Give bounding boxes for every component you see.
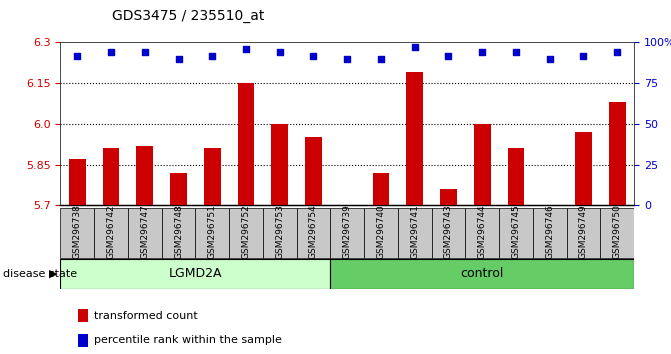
Point	[342, 56, 353, 62]
Text: percentile rank within the sample: percentile rank within the sample	[94, 335, 282, 346]
Bar	[162, 207, 195, 258]
Bar	[136, 145, 153, 205]
Point	[140, 50, 150, 55]
Bar	[499, 207, 533, 258]
Text: GSM296742: GSM296742	[107, 204, 115, 259]
Text: GSM296754: GSM296754	[309, 204, 318, 259]
Point	[72, 53, 83, 58]
Bar	[575, 132, 592, 205]
Bar	[69, 159, 86, 205]
Point	[578, 53, 589, 58]
Text: GSM296752: GSM296752	[242, 204, 250, 259]
Bar	[271, 124, 288, 205]
Bar	[601, 207, 634, 258]
Bar	[103, 148, 119, 205]
Text: GSM296741: GSM296741	[410, 204, 419, 259]
Point	[612, 50, 623, 55]
Text: GSM296743: GSM296743	[444, 204, 453, 259]
Bar	[364, 207, 398, 258]
Bar	[407, 72, 423, 205]
Bar	[94, 207, 128, 258]
Bar	[440, 189, 457, 205]
Point	[207, 53, 217, 58]
Text: control: control	[460, 268, 504, 280]
Bar	[474, 124, 491, 205]
Text: GSM296751: GSM296751	[208, 204, 217, 259]
Bar	[238, 83, 254, 205]
Bar	[195, 207, 229, 258]
Bar	[305, 137, 322, 205]
Text: GSM296746: GSM296746	[546, 204, 554, 259]
Bar	[533, 207, 566, 258]
Point	[544, 56, 555, 62]
Bar	[297, 207, 330, 258]
Text: GSM296750: GSM296750	[613, 204, 622, 259]
Bar	[330, 207, 364, 258]
Bar	[128, 207, 162, 258]
Bar	[170, 173, 187, 205]
Text: GSM296753: GSM296753	[275, 204, 285, 259]
Bar	[60, 207, 94, 258]
Point	[409, 45, 420, 50]
Bar	[204, 148, 221, 205]
Bar	[60, 259, 330, 289]
Bar	[431, 207, 466, 258]
Bar	[263, 207, 297, 258]
Bar	[78, 334, 88, 347]
Point	[376, 56, 386, 62]
Bar	[330, 259, 634, 289]
Bar	[229, 207, 263, 258]
Text: GSM296738: GSM296738	[72, 204, 82, 259]
Point	[477, 50, 488, 55]
Point	[241, 46, 252, 52]
Point	[443, 53, 454, 58]
Bar	[566, 207, 601, 258]
Text: transformed count: transformed count	[94, 310, 197, 321]
Text: GSM296745: GSM296745	[511, 204, 521, 259]
Text: GSM296744: GSM296744	[478, 204, 486, 259]
Bar	[398, 207, 431, 258]
Text: GSM296740: GSM296740	[376, 204, 386, 259]
Text: GSM296739: GSM296739	[343, 204, 352, 259]
Text: GSM296747: GSM296747	[140, 204, 149, 259]
Bar	[507, 148, 525, 205]
Point	[308, 53, 319, 58]
Bar	[466, 207, 499, 258]
Text: GSM296748: GSM296748	[174, 204, 183, 259]
Point	[274, 50, 285, 55]
Bar	[78, 309, 88, 322]
Text: LGMD2A: LGMD2A	[168, 268, 222, 280]
Bar	[609, 102, 625, 205]
Point	[105, 50, 116, 55]
Text: ▶: ▶	[49, 269, 58, 279]
Text: disease state: disease state	[3, 269, 77, 279]
Bar	[372, 173, 389, 205]
Point	[173, 56, 184, 62]
Text: GSM296749: GSM296749	[579, 204, 588, 259]
Point	[511, 50, 521, 55]
Text: GDS3475 / 235510_at: GDS3475 / 235510_at	[111, 9, 264, 23]
